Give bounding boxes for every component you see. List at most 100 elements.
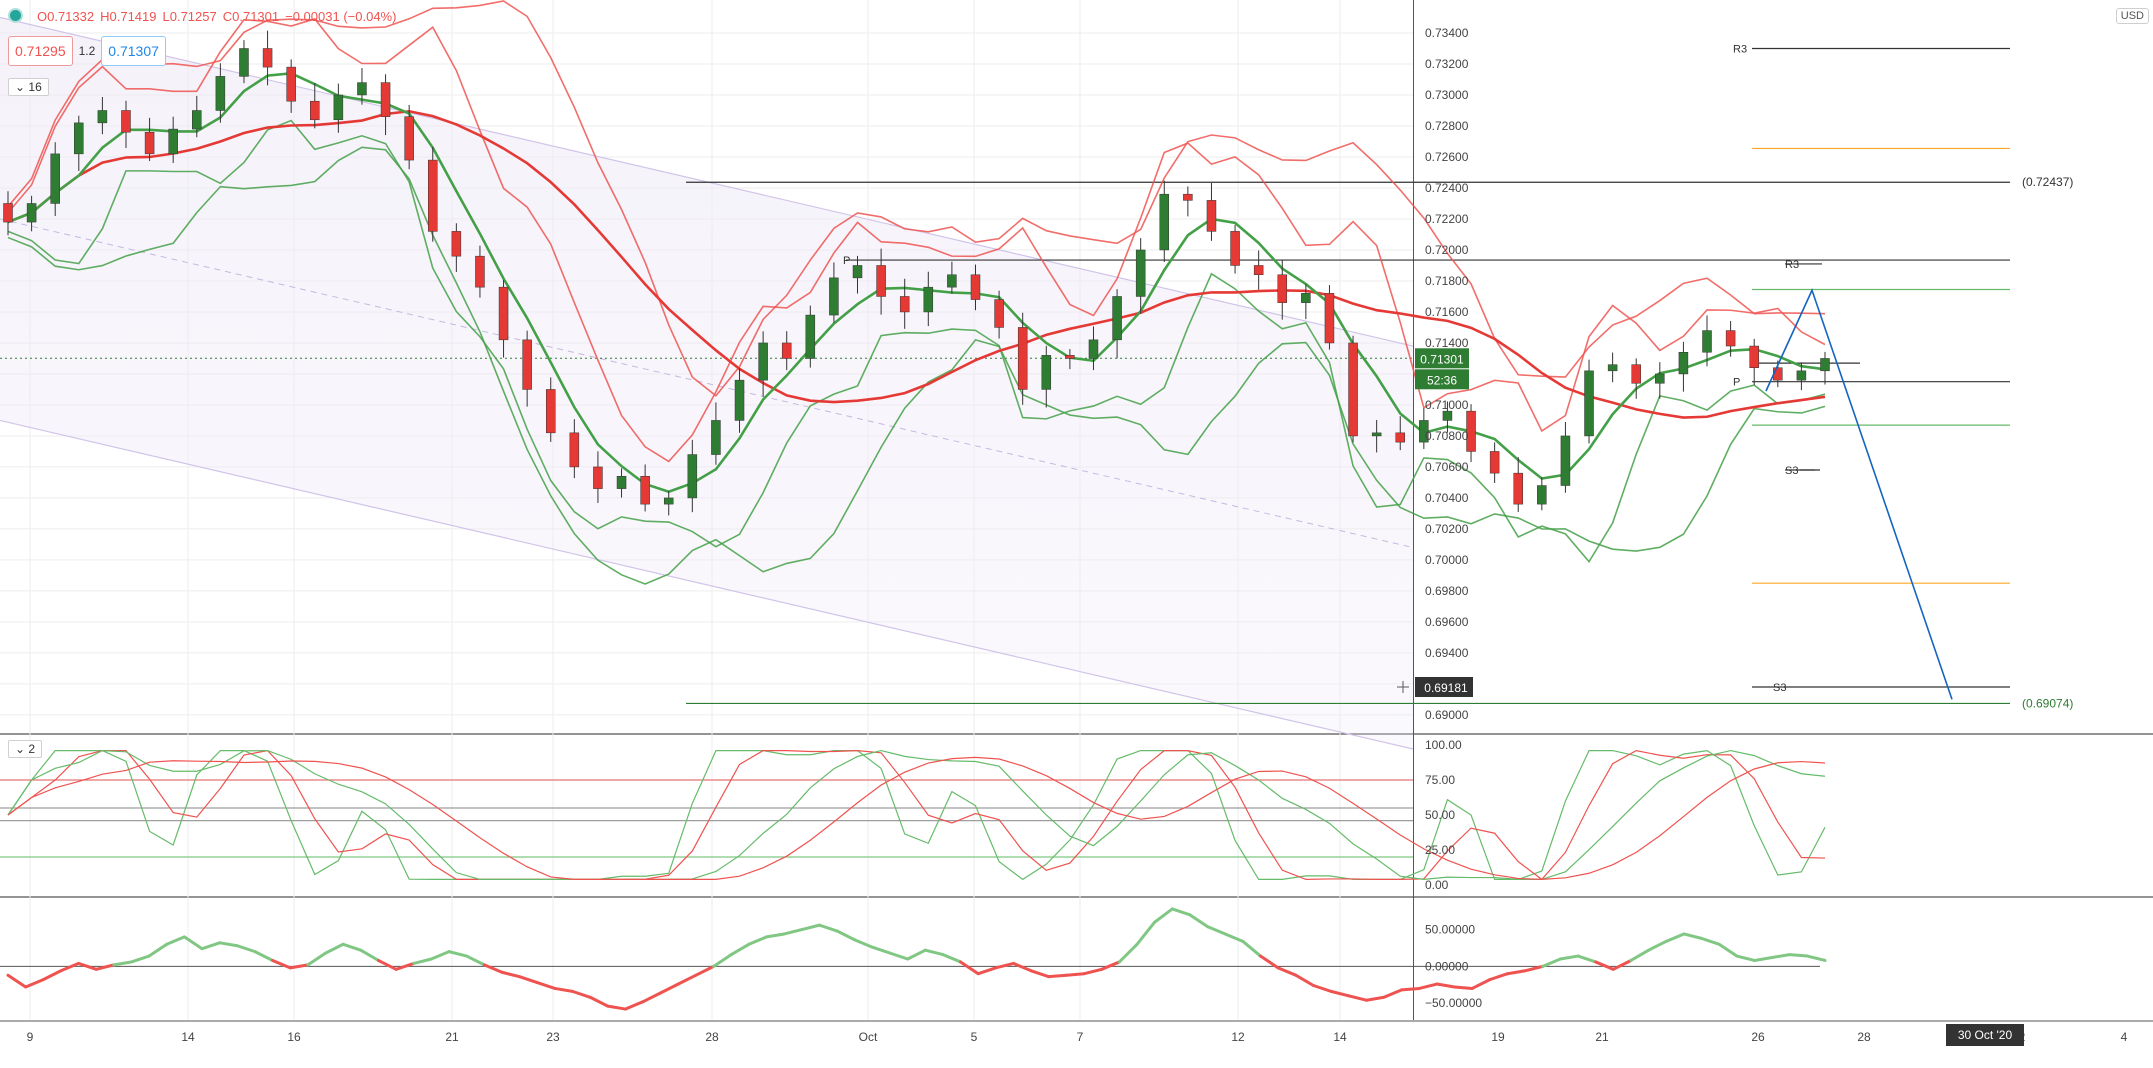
osc-segment [1364, 995, 1386, 1002]
osc-segment [147, 942, 169, 958]
legend-change: −0.00031 (−0.04%) [285, 9, 397, 24]
osc-segment [1188, 913, 1210, 929]
osc-segment [1682, 932, 1704, 940]
osc-segment [1629, 948, 1651, 962]
osc-tick-label: 0.00000 [1425, 959, 1469, 973]
currency-label[interactable]: USD [2115, 8, 2149, 24]
axes: 0.73400 0.73200 0.73000 0.72800 0.72600 0.724… [27, 26, 2128, 1044]
osc-segment [77, 961, 98, 971]
osc-segment [1400, 986, 1421, 992]
osc-segment [1805, 954, 1827, 962]
time-tick-label: 9 [27, 1030, 34, 1044]
osc-segment [1329, 989, 1351, 998]
osc-segment [694, 964, 716, 977]
osc-segment [6, 973, 28, 989]
osc-tick-label: 50.00000 [1425, 923, 1475, 937]
osc-segment [571, 989, 592, 999]
candle-body [1820, 358, 1830, 372]
osc-segment [553, 986, 575, 993]
osc-segment [482, 963, 504, 974]
stochastic-pane [0, 749, 1826, 881]
osc-segment [1664, 932, 1686, 943]
osc-segment [1417, 982, 1439, 990]
sell-button[interactable]: 0.71295 [8, 36, 73, 66]
candle-body [994, 299, 1004, 328]
price-badges: 0.71301 52:36 0.69181 [1397, 348, 1473, 698]
r3-label-right: R3 [1785, 259, 1799, 271]
osc-segment [641, 991, 663, 1004]
chevron-down-icon: ⌄ [15, 80, 26, 94]
price-tick-label: 0.72800 [1425, 119, 1469, 133]
osc-segment [765, 932, 786, 939]
buy-button[interactable]: 0.71307 [101, 36, 166, 66]
osc-segment [1012, 961, 1033, 973]
osc-segment [218, 941, 239, 948]
osc-segment [1470, 978, 1492, 990]
candle-body [1324, 293, 1335, 344]
stoch-tick-label: 25.00 [1425, 843, 1455, 857]
projection-leg [1765, 290, 1813, 392]
osc-segment [1735, 954, 1756, 962]
candle-body [1112, 296, 1122, 341]
osc-segment [747, 935, 769, 946]
legend-close: C0.71301 [222, 9, 280, 24]
time-tick-label: 5 [971, 1030, 978, 1044]
channel-fill [0, 17, 1413, 749]
osc-segment [870, 945, 892, 955]
candle-body [711, 420, 721, 455]
price-tick-label: 0.70000 [1425, 553, 1469, 567]
indicator-toggle-stoch[interactable]: ⌄ 2 [8, 740, 43, 758]
osc-segment [200, 941, 222, 951]
candle-body [781, 342, 792, 359]
countdown-text: 52:36 [1427, 373, 1457, 387]
osc-segment [288, 963, 310, 970]
candle-body [1088, 339, 1099, 359]
osc-segment [1100, 960, 1121, 971]
candle-body [1655, 373, 1665, 384]
candle-body [947, 274, 957, 288]
price-tick-label: 0.73200 [1425, 57, 1469, 71]
quote-box: 0.71295 1.2 0.71307 [8, 36, 166, 66]
time-tick-label: 21 [1595, 1030, 1609, 1044]
stoch-tick-label: 50.00 [1425, 808, 1455, 822]
osc-segment [888, 951, 910, 961]
candle-body [852, 265, 863, 279]
osc-segment [235, 944, 257, 954]
candle-body [1183, 193, 1193, 201]
indicator-count-main: 16 [28, 80, 42, 94]
s3-label-bottom: S3 [1773, 682, 1786, 694]
candle-body [1749, 345, 1759, 368]
osc-segment [835, 929, 857, 942]
channel-lower-line [0, 419, 1414, 750]
candle-body [380, 82, 391, 117]
osc-segment [1241, 939, 1262, 958]
stoch-fast-d [7, 749, 1826, 881]
osc-segment [729, 942, 751, 957]
candle-body [1065, 355, 1075, 359]
last-price-text: 0.71301 [1420, 352, 1464, 366]
osc-segment [923, 948, 945, 957]
osc-segment [112, 960, 133, 967]
osc-segment [1206, 925, 1227, 936]
osc-segment [1558, 954, 1580, 961]
candle-body [333, 94, 344, 121]
indicator-toggle-main[interactable]: ⌄ 16 [8, 78, 49, 96]
chevron-down-icon: ⌄ [15, 742, 26, 756]
price-tick-label: 0.69600 [1425, 615, 1469, 629]
osc-segment [1752, 956, 1774, 962]
osc-segment [182, 935, 204, 951]
projection-lines [1765, 288, 1953, 700]
osc-segment [976, 966, 998, 976]
outer-lower-band [7, 146, 1826, 585]
candle-body [1017, 327, 1028, 390]
candle-body [1489, 451, 1500, 474]
candle-body [1560, 435, 1571, 486]
price-tick-label: 0.70400 [1425, 491, 1469, 505]
osc-segment [1382, 988, 1404, 999]
osc-segment [1153, 907, 1174, 924]
price-tick-label: 0.72000 [1425, 243, 1469, 257]
horizontal-levels [0, 47, 2010, 705]
osc-segment [447, 950, 469, 958]
